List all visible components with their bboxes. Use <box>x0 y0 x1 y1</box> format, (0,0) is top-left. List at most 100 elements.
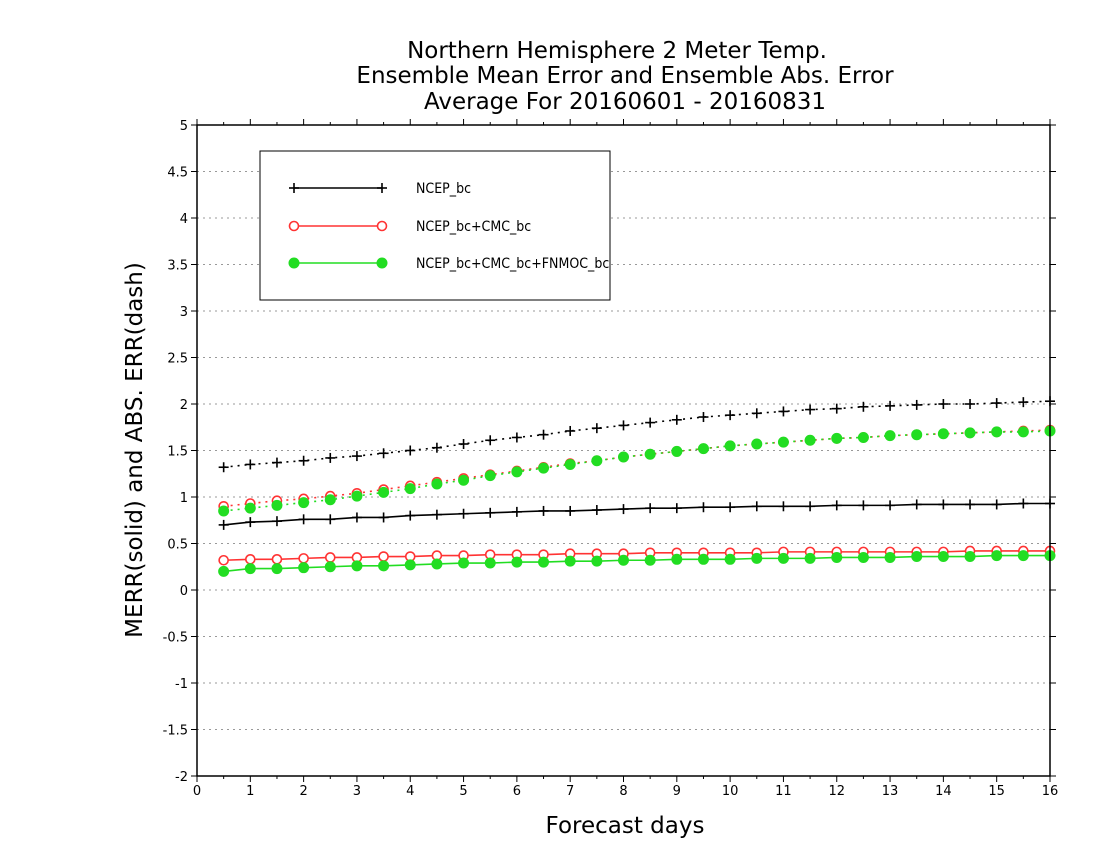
series-0 <box>218 396 1055 530</box>
series-0-abs-point <box>538 429 549 440</box>
series-2-abs-point <box>618 451 629 463</box>
series-0-abs-point <box>698 412 709 423</box>
series-0-mean-point <box>325 514 336 525</box>
series-2-abs-point <box>324 494 336 506</box>
x-tick-label: 9 <box>673 784 681 799</box>
x-tick-label: 5 <box>459 784 467 799</box>
series-1-mean-point <box>245 554 256 565</box>
x-tick-label: 4 <box>406 784 414 799</box>
series-layer <box>218 396 1056 577</box>
legend-label: NCEP_bc+CMC_bc+FNMOC_bc <box>416 256 609 272</box>
series-0-abs-point <box>485 435 496 446</box>
series-2-abs-point <box>777 436 789 448</box>
series-0-abs-point <box>671 414 682 425</box>
y-tick-label: 0.5 <box>167 538 188 553</box>
series-2-abs-point <box>484 470 496 482</box>
series-2-abs-point <box>431 478 443 490</box>
series-0-mean-point <box>991 499 1002 510</box>
series-0-mean-point <box>245 517 256 528</box>
series-1-mean-point <box>298 553 309 564</box>
series-2-mean-point <box>484 557 496 569</box>
series-2-abs-point <box>991 426 1003 438</box>
series-0-mean-point <box>1018 498 1029 509</box>
series-2-abs-point <box>511 466 523 478</box>
series-0-mean-point <box>725 502 736 513</box>
series-0-mean-point <box>805 501 816 512</box>
series-2-mean-point <box>244 563 256 575</box>
series-2-abs-point <box>378 486 390 498</box>
legend-item-0: NCEP_bc <box>289 181 471 197</box>
series-2-mean-point <box>218 565 230 577</box>
legend-label: NCEP_bc+CMC_bc <box>416 219 531 235</box>
y-tick-label: 3.5 <box>167 259 188 274</box>
series-0-mean-point <box>831 500 842 511</box>
series-2-mean-point <box>697 553 709 565</box>
series-0-abs-point <box>325 452 336 463</box>
series-2-mean-point <box>404 559 416 571</box>
series-2-abs-point <box>697 443 709 455</box>
series-0-mean-point <box>858 500 869 511</box>
series-2-mean-point <box>351 560 363 572</box>
legend-item-1: NCEP_bc+CMC_bc <box>288 219 531 235</box>
x-tick-label: 13 <box>882 784 899 799</box>
series-2-mean-point <box>671 553 683 565</box>
series-0-abs-point <box>431 442 442 453</box>
y-tick-label: 0 <box>180 584 188 599</box>
series-2-mean-point <box>1017 550 1029 562</box>
series-2-abs-point <box>884 430 896 442</box>
series-2-mean-point <box>777 552 789 564</box>
legend: NCEP_bc NCEP_bc+CMC_bc NCEP_bc+CMC_bc+FNMO… <box>259 150 611 301</box>
title-line-2: Ensemble Mean Error and Ensemble Abs. Er… <box>356 63 894 89</box>
series-2-abs-point <box>857 431 869 443</box>
y-axis-title: MERR(solid) and ABS. ERR(dash) <box>122 262 148 638</box>
series-0-abs-point <box>778 406 789 417</box>
series-2-mean-point <box>964 551 976 563</box>
x-tick-label: 12 <box>828 784 845 799</box>
series-2-mean-point <box>591 555 603 567</box>
y-tick-label: 1.5 <box>167 445 188 460</box>
series-0-mean-point <box>671 503 682 514</box>
chart-title: Northern Hemisphere 2 Meter Temp. Ensemb… <box>356 38 894 115</box>
y-tick-label: -2 <box>175 770 188 785</box>
series-0-mean-point <box>885 500 896 511</box>
series-2-mean-point <box>431 558 443 570</box>
series-2-abs-point <box>218 505 230 517</box>
legend-marker <box>288 220 300 232</box>
series-0-abs-point <box>378 448 389 459</box>
series-0-abs-point <box>938 399 949 409</box>
series-0-abs-point <box>351 451 362 462</box>
series-2-abs-point <box>937 428 949 440</box>
series-2-abs-point <box>351 490 363 502</box>
series-2-abs-point <box>964 427 976 439</box>
title-line-1: Northern Hemisphere 2 Meter Temp. <box>407 38 827 64</box>
x-tick-label: 10 <box>722 784 739 799</box>
series-2-abs-point <box>831 432 843 444</box>
series-2-mean-point <box>298 562 310 574</box>
series-0-abs-point <box>298 455 309 466</box>
series-0-mean-point <box>431 509 442 520</box>
series-0-mean-point <box>511 506 522 517</box>
axes: -2-1.5-1-0.500.511.522.533.544.550 1 2 3 4 5 6… <box>163 119 1058 799</box>
x-tick-label: 8 <box>619 784 627 799</box>
series-0-abs-point <box>751 408 762 419</box>
x-axis-title: Forecast days <box>546 813 705 839</box>
series-2-mean-point <box>937 551 949 563</box>
legend-item-2: NCEP_bc+CMC_bc+FNMOC_bc <box>288 256 609 272</box>
series-2-abs-point <box>591 455 603 467</box>
series-2-mean-point <box>458 557 470 569</box>
x-tick-label: 11 <box>775 784 792 799</box>
series-1-mean-point <box>324 552 336 563</box>
series-2-mean-point <box>724 553 736 565</box>
series-0-abs-point <box>991 398 1002 409</box>
x-tick-label: 0 <box>193 784 201 799</box>
series-2-abs-point <box>804 434 816 446</box>
series-2 <box>218 425 1056 577</box>
series-0-mean-point <box>351 512 362 523</box>
series-2-mean-point <box>991 550 1003 562</box>
series-2-mean-point <box>538 556 550 568</box>
y-tick-label: -1 <box>175 677 188 692</box>
series-1-mean-error-line <box>223 550 1050 562</box>
series-2-mean-point <box>751 552 763 564</box>
series-0-abs-point <box>618 420 629 431</box>
